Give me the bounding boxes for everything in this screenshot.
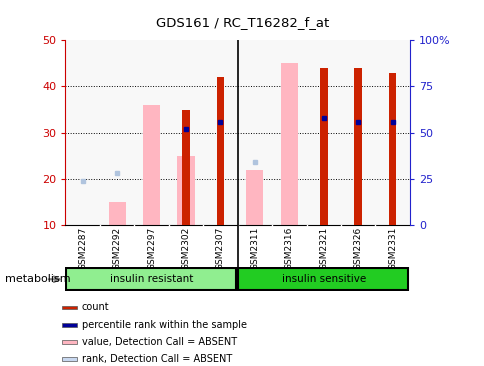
- Bar: [246, 170, 263, 225]
- Bar: [280, 63, 297, 225]
- Bar: [62, 357, 77, 361]
- Bar: [62, 340, 77, 344]
- Bar: [319, 68, 327, 225]
- Bar: [62, 323, 77, 326]
- FancyBboxPatch shape: [238, 268, 407, 290]
- Bar: [143, 105, 160, 225]
- Bar: [182, 109, 189, 225]
- Text: GDS161 / RC_T16282_f_at: GDS161 / RC_T16282_f_at: [155, 16, 329, 30]
- Text: insulin sensitive: insulin sensitive: [281, 274, 365, 284]
- FancyBboxPatch shape: [66, 268, 235, 290]
- Bar: [108, 202, 125, 225]
- Bar: [388, 72, 395, 225]
- Bar: [62, 306, 77, 309]
- Text: metabolism: metabolism: [5, 274, 70, 284]
- Bar: [354, 68, 361, 225]
- Text: count: count: [81, 302, 109, 313]
- Bar: [177, 156, 194, 225]
- Text: rank, Detection Call = ABSENT: rank, Detection Call = ABSENT: [81, 354, 231, 364]
- Text: percentile rank within the sample: percentile rank within the sample: [81, 320, 246, 330]
- Text: insulin resistant: insulin resistant: [110, 274, 193, 284]
- Bar: [216, 77, 224, 225]
- Text: value, Detection Call = ABSENT: value, Detection Call = ABSENT: [81, 337, 236, 347]
